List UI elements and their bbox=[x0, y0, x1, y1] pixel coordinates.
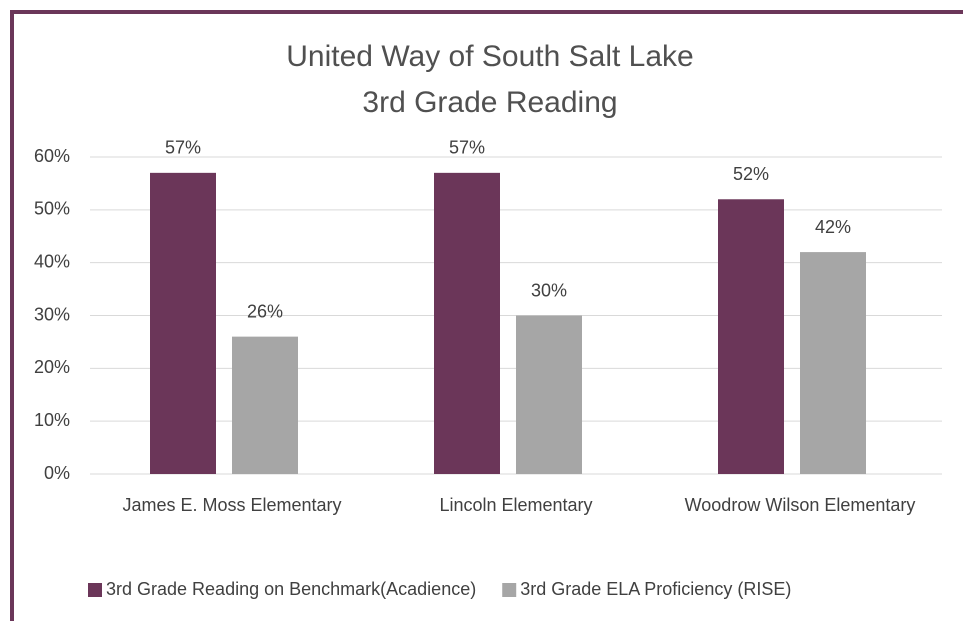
data-label: 57% bbox=[449, 138, 485, 158]
y-tick-label: 20% bbox=[34, 357, 70, 377]
x-tick-label: Lincoln Elementary bbox=[439, 495, 592, 515]
y-tick-label: 50% bbox=[34, 199, 70, 219]
chart-subtitle: 3rd Grade Reading bbox=[362, 86, 617, 119]
bar bbox=[150, 172, 216, 474]
legend-swatch bbox=[502, 583, 517, 597]
data-label: 52% bbox=[733, 164, 769, 184]
x-tick-label: Woodrow Wilson Elementary bbox=[685, 495, 916, 515]
chart-title: United Way of South Salt Lake bbox=[286, 40, 693, 73]
bar bbox=[516, 315, 582, 474]
x-tick-label: James E. Moss Elementary bbox=[122, 495, 341, 515]
legend-label: 3rd Grade ELA Proficiency (RISE) bbox=[520, 579, 791, 599]
y-tick-label: 40% bbox=[34, 251, 70, 271]
bar bbox=[718, 199, 784, 474]
data-label: 30% bbox=[531, 280, 567, 300]
bar bbox=[434, 172, 500, 474]
data-label: 42% bbox=[815, 217, 851, 237]
bar bbox=[800, 252, 866, 474]
legend-swatch bbox=[88, 583, 102, 597]
y-tick-label: 10% bbox=[34, 410, 70, 430]
data-label: 26% bbox=[247, 301, 283, 321]
y-tick-label: 0% bbox=[44, 463, 70, 483]
y-tick-label: 60% bbox=[34, 146, 70, 166]
y-tick-label: 30% bbox=[34, 304, 70, 324]
bar bbox=[232, 336, 298, 474]
data-label: 57% bbox=[165, 138, 201, 158]
legend-label: 3rd Grade Reading on Benchmark(Acadience… bbox=[106, 579, 476, 599]
